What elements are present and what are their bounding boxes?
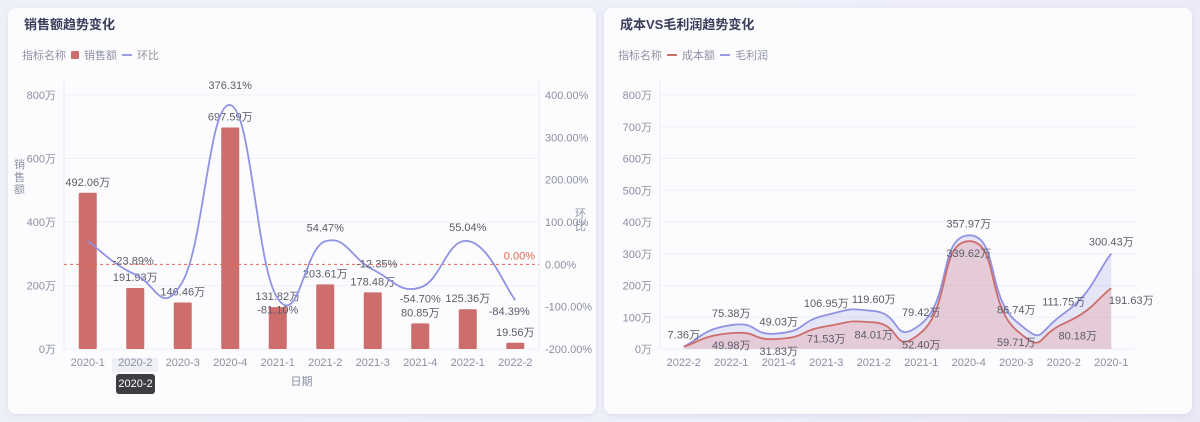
svg-text:119.60万: 119.60万 — [852, 294, 896, 306]
svg-text:400万: 400万 — [623, 217, 652, 229]
svg-text:71.53万: 71.53万 — [807, 333, 846, 345]
svg-text:-84.39%: -84.39% — [489, 306, 530, 318]
svg-text:100万: 100万 — [623, 312, 652, 324]
svg-text:2022-1: 2022-1 — [451, 357, 485, 369]
svg-text:80.18万: 80.18万 — [1058, 331, 1097, 343]
svg-text:146.46万: 146.46万 — [160, 287, 205, 299]
svg-text:75.38万: 75.38万 — [712, 308, 751, 320]
svg-text:-12.35%: -12.35% — [356, 259, 397, 271]
svg-text:2021-4: 2021-4 — [403, 357, 437, 369]
svg-text:100.00%: 100.00% — [545, 217, 589, 229]
svg-text:2020-4: 2020-4 — [952, 357, 986, 369]
svg-text:80.85万: 80.85万 — [401, 307, 440, 319]
svg-text:2020-3: 2020-3 — [999, 357, 1033, 369]
svg-text:-81.10%: -81.10% — [257, 305, 298, 317]
svg-text:300万: 300万 — [623, 249, 652, 261]
svg-text:111.75万: 111.75万 — [1042, 297, 1085, 309]
svg-text:79.42万: 79.42万 — [902, 307, 941, 319]
svg-text:日期: 日期 — [291, 375, 313, 388]
svg-text:2021-3: 2021-3 — [356, 357, 390, 369]
svg-text:2020-2: 2020-2 — [1047, 357, 1081, 369]
svg-text:339.62万: 339.62万 — [946, 248, 991, 260]
svg-text:200.00%: 200.00% — [545, 175, 589, 187]
svg-text:300.43万: 300.43万 — [1089, 237, 1134, 249]
svg-text:106.95万: 106.95万 — [804, 298, 849, 310]
svg-text:2022-2: 2022-2 — [667, 357, 701, 369]
svg-text:700万: 700万 — [623, 122, 652, 134]
svg-text:2021-1: 2021-1 — [904, 357, 938, 369]
svg-text:49.98万: 49.98万 — [712, 340, 751, 352]
svg-text:2020-1: 2020-1 — [1094, 357, 1128, 369]
svg-text:200万: 200万 — [623, 281, 652, 293]
svg-text:2021-2: 2021-2 — [308, 357, 342, 369]
svg-text:2021-4: 2021-4 — [762, 357, 796, 369]
svg-text:200万: 200万 — [27, 281, 56, 293]
svg-text:800万: 800万 — [27, 90, 56, 102]
svg-text:376.31%: 376.31% — [209, 80, 253, 92]
svg-text:300.00%: 300.00% — [545, 132, 589, 144]
svg-text:191.63万: 191.63万 — [1109, 295, 1154, 307]
svg-text:59.71万: 59.71万 — [997, 337, 1036, 349]
svg-text:0.00%: 0.00% — [545, 259, 576, 271]
svg-text:7.36万: 7.36万 — [668, 330, 700, 342]
svg-text:600万: 600万 — [623, 154, 652, 166]
svg-text:2020-2: 2020-2 — [118, 357, 152, 369]
svg-text:357.97万: 357.97万 — [946, 218, 991, 230]
svg-text:697.59万: 697.59万 — [208, 112, 253, 124]
svg-text:52.40万: 52.40万 — [902, 339, 941, 351]
svg-text:125.36万: 125.36万 — [445, 293, 490, 305]
svg-text:0万: 0万 — [635, 344, 652, 356]
svg-text:2020-1: 2020-1 — [71, 357, 105, 369]
svg-text:500万: 500万 — [623, 185, 652, 197]
svg-text:-23.89%: -23.89% — [113, 255, 154, 267]
svg-text:-200.00%: -200.00% — [545, 344, 592, 356]
svg-text:492.06万: 492.06万 — [65, 177, 110, 189]
svg-text:55.04%: 55.04% — [449, 222, 487, 234]
svg-text:0万: 0万 — [39, 344, 56, 356]
svg-text:2021-3: 2021-3 — [809, 357, 843, 369]
svg-text:49.03万: 49.03万 — [759, 316, 798, 328]
svg-text:203.61万: 203.61万 — [303, 268, 348, 280]
svg-text:2020-4: 2020-4 — [213, 357, 247, 369]
svg-text:54.47%: 54.47% — [307, 222, 345, 234]
svg-text:86.74万: 86.74万 — [997, 304, 1036, 316]
svg-text:-100.00%: -100.00% — [545, 302, 592, 314]
svg-text:84.01万: 84.01万 — [854, 329, 893, 341]
svg-text:2021-2: 2021-2 — [857, 357, 891, 369]
svg-text:-54.70%: -54.70% — [400, 293, 441, 305]
svg-text:400万: 400万 — [27, 217, 56, 229]
svg-text:600万: 600万 — [27, 154, 56, 166]
svg-text:2022-1: 2022-1 — [714, 357, 748, 369]
svg-text:400.00%: 400.00% — [545, 90, 589, 102]
svg-text:2020-3: 2020-3 — [166, 357, 200, 369]
svg-text:800万: 800万 — [623, 90, 652, 102]
svg-text:19.56万: 19.56万 — [496, 327, 535, 339]
svg-text:2022-2: 2022-2 — [498, 357, 532, 369]
svg-text:2021-1: 2021-1 — [261, 357, 295, 369]
svg-text:0.00%: 0.00% — [504, 250, 535, 262]
